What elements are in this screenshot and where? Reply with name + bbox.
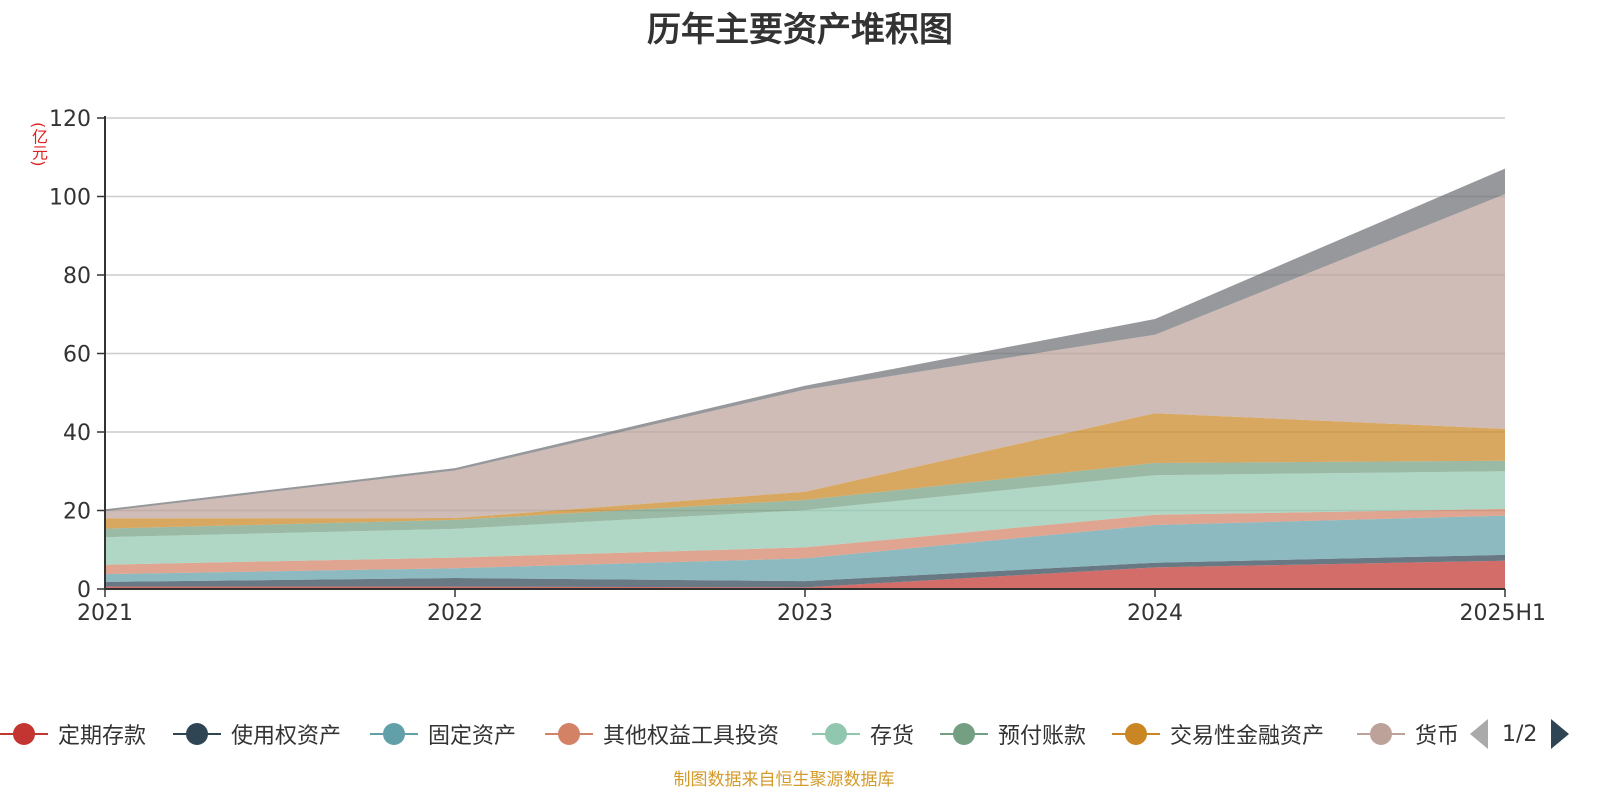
legend-label: 固定资产 (428, 724, 517, 749)
legend-page-indicator: 1/2 (1502, 721, 1538, 747)
y-axis-unit: (亿元) (29, 122, 48, 167)
y-axis-ticks: 0 20 40 60 80 100 120 (49, 107, 105, 603)
y-tick-label: 0 (77, 578, 91, 603)
y-tick-label: 40 (63, 421, 91, 446)
legend-swatch-icon (545, 720, 593, 748)
legend-item[interactable]: 使用权资产 (173, 716, 341, 752)
area-series (105, 168, 1505, 589)
legend-item[interactable]: 存货 (812, 716, 914, 752)
y-tick-label: 80 (63, 264, 91, 289)
x-tick-label: 2021 (77, 601, 133, 626)
area-series-交易性金融资产[interactable] (105, 413, 1505, 529)
area-series-使用权资产[interactable] (105, 554, 1505, 588)
x-tick-label: 2022 (427, 601, 483, 626)
y-tick-label: 120 (49, 107, 91, 132)
legend-label: 存货 (870, 724, 915, 749)
area-series-定期存款[interactable] (105, 560, 1505, 589)
legend-next-page-icon[interactable] (1551, 719, 1570, 749)
legend-pager: 1/2 (1470, 716, 1570, 752)
legend-item[interactable]: 定期存款 (0, 716, 146, 752)
area-series-固定资产[interactable] (105, 515, 1505, 582)
area-series-货币资金[interactable] (105, 194, 1505, 519)
area-series-预付账款[interactable] (105, 460, 1505, 538)
legend-item[interactable]: 其他权益工具投资 (545, 716, 779, 752)
legend-label: 预付账款 (998, 724, 1087, 749)
legend-item[interactable]: 交易性金融资产 (1112, 716, 1324, 752)
y-tick-label: 60 (63, 343, 91, 368)
legend-swatch-icon (940, 720, 988, 748)
chart-title: 历年主要资产堆积图 (647, 10, 953, 50)
legend-swatch-icon (0, 720, 48, 748)
legend-label: 定期存款 (58, 724, 147, 749)
legend-swatch-icon (173, 720, 221, 748)
legend-swatch-icon (812, 720, 860, 748)
chart-legend: 定期存款 使用权资产 固定资产 其他权益工具投资 存货 预付账款 交易性金融资产 货币 (0, 716, 1510, 756)
area-series-其他权益工具投资[interactable] (105, 508, 1505, 575)
legend-swatch-icon (370, 720, 418, 748)
legend-item[interactable]: 固定资产 (370, 716, 516, 752)
x-axis-ticks: 2021 2022 2023 2024 2025H1 (77, 589, 1546, 626)
y-tick-label: 100 (49, 186, 91, 211)
y-tick-label: 20 (63, 500, 91, 525)
area-series-存货[interactable] (105, 471, 1505, 565)
legend-item[interactable]: 货币 (1357, 716, 1459, 752)
legend-swatch-icon (1112, 720, 1160, 748)
legend-label: 货币 (1415, 724, 1460, 749)
legend-prev-page-icon[interactable] (1470, 719, 1488, 749)
x-tick-label: 2025H1 (1459, 601, 1546, 626)
legend-label: 交易性金融资产 (1170, 724, 1325, 749)
legend-label: 其他权益工具投资 (603, 724, 780, 749)
data-source-note: 制图数据来自恒生聚源数据库 (673, 770, 895, 790)
legend-label: 使用权资产 (231, 724, 342, 749)
x-tick-label: 2023 (777, 601, 833, 626)
legend-item[interactable]: 预付账款 (940, 716, 1086, 752)
legend-swatch-icon (1357, 720, 1405, 748)
x-tick-label: 2024 (1127, 601, 1183, 626)
